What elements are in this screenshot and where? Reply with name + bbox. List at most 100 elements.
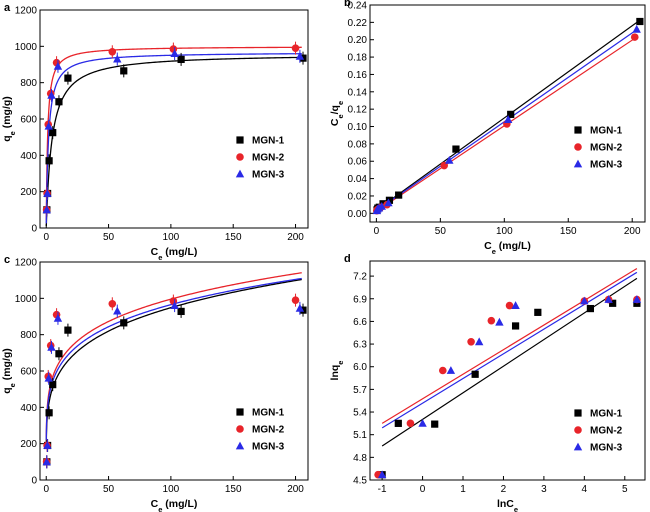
data-point-mgn-1 [534, 308, 542, 316]
y-tick-label: 1000 [15, 294, 38, 305]
data-point-mgn-3 [47, 90, 56, 99]
data-point-mgn-3 [44, 373, 53, 382]
x-tick-label: 150 [225, 232, 242, 243]
x-tick-label: 100 [163, 232, 180, 243]
legend-marker [573, 442, 583, 451]
legend: MGN-1 MGN-2 MGN-3 [573, 409, 623, 454]
y-tick-label: 0.16 [348, 70, 368, 81]
legend-marker [235, 169, 245, 178]
data-point-mgn-3 [43, 441, 52, 449]
data-point-mgn-3 [418, 418, 427, 427]
y-tick-label: 0.10 [348, 122, 368, 133]
data-point-mgn-1 [177, 55, 185, 64]
y-tick-label: 0.24 [348, 1, 368, 12]
data-point-mgn-2 [291, 44, 300, 52]
legend: MGN-1 MGN-2 MGN-3 [235, 408, 285, 453]
fit-line-mgn-1 [381, 277, 638, 447]
x-tick-label: 200 [287, 232, 304, 243]
data-point-mgn-1 [55, 350, 63, 358]
y-tick-label: 0.18 [348, 53, 368, 64]
data-point-mgn-3 [511, 301, 520, 309]
y-axis-label: qe (mg/g) [1, 96, 17, 142]
legend: MGN-1 MGN-2 MGN-3 [235, 136, 285, 181]
data-point-mgn-3 [44, 121, 53, 130]
x-axis-label: lnCe [497, 498, 518, 512]
data-point-mgn-3 [474, 337, 484, 346]
y-tick-label: 0.14 [348, 87, 368, 98]
y-tick-label: 0.04 [348, 174, 368, 185]
data-point-mgn-3 [53, 313, 63, 322]
plot-frame [369, 4, 646, 223]
data-point-mgn-2 [505, 301, 514, 310]
y-tick-label: 1200 [15, 6, 38, 17]
data-point-mgn-3 [445, 155, 454, 164]
legend-marker [236, 153, 244, 161]
x-tick-label: 50 [103, 232, 115, 243]
legend: MGN-1 MGN-2 MGN-3 [573, 126, 623, 171]
data-point-mgn-1 [64, 326, 72, 334]
data-point-mgn-3 [47, 342, 56, 351]
data-point-mgn-1 [452, 145, 460, 153]
panel-d: -1 0 1 2 3 4 5 4.5 4.8 5.1 5.4 5.7 6.0 6.3 6.6 6.9 7.2 ln… [329, 253, 646, 512]
x-tick-label: 50 [435, 226, 447, 237]
y-tick-label: 200 [20, 187, 37, 198]
legend-label: MGN-2 [590, 426, 623, 437]
y-tick-label: 4.5 [353, 476, 367, 487]
legend-marker [573, 159, 583, 168]
y-tick-label: 0.00 [348, 209, 368, 220]
y-axis-label: qe (mg/g) [1, 348, 17, 394]
x-tick-label: 0 [374, 226, 380, 237]
y-tick-label: 0 [31, 224, 37, 235]
data-point-mgn-1 [636, 17, 644, 26]
panel-letter: b [344, 0, 351, 9]
data-point-mgn-3 [632, 295, 642, 303]
data-point-mgn-1 [394, 419, 402, 427]
x-tick-label: 100 [496, 226, 513, 237]
x-axis-label: Ce (mg/L) [151, 498, 198, 512]
data-point-mgn-2 [108, 47, 117, 56]
y-tick-label: 0.02 [348, 191, 368, 202]
y-tick-label: 4.8 [353, 453, 367, 464]
data-point-mgn-3 [113, 54, 122, 63]
y-tick-label: 0.08 [348, 139, 368, 150]
y-tick-label: 800 [20, 78, 37, 89]
x-axis-label: Ce (mg/L) [151, 246, 198, 262]
data-point-mgn-3 [377, 470, 387, 479]
data-point-mgn-2 [467, 338, 475, 346]
panel-c: 0 50 100 150 200 0 200 400 600 800 1000 1200 Ce (mg/… [1, 254, 309, 512]
legend-marker [236, 408, 244, 416]
y-tick-label: 0.12 [348, 105, 368, 116]
data-point-mgn-1 [609, 299, 617, 307]
x-tick-label: 0 [43, 484, 49, 495]
legend-label: MGN-3 [590, 443, 623, 454]
data-point-mgn-3 [495, 317, 504, 326]
y-tick-label: 0 [31, 476, 37, 487]
y-tick-label: 5.4 [353, 408, 367, 419]
y-tick-label: 5.7 [353, 385, 367, 396]
panel-b: 0 50 100 150 200 0.00 0.02 0.04 0.06 0.08 0.10 0.12… [329, 0, 646, 256]
data-point-mgn-2 [406, 419, 415, 428]
legend-label: MGN-2 [252, 425, 285, 436]
legend-label: MGN-1 [252, 408, 285, 419]
data-point-mgn-3 [384, 198, 393, 207]
data-point-mgn-2 [108, 299, 117, 308]
x-tick-label: 0 [420, 484, 426, 495]
data-point-mgn-1 [395, 191, 403, 199]
y-tick-label: 600 [20, 115, 37, 126]
data-point-mgn-3 [604, 295, 613, 303]
data-point-mgn-3 [42, 205, 51, 214]
x-tick-label: 1 [460, 484, 466, 495]
data-point-mgn-3 [43, 189, 52, 197]
data-point-mgn-3 [53, 61, 63, 70]
panel-letter: d [344, 253, 351, 265]
data-point-mgn-1 [64, 74, 72, 82]
x-tick-label: 100 [163, 484, 180, 495]
data-point-mgn-3 [377, 201, 386, 210]
data-point-mgn-2 [291, 296, 300, 304]
legend-marker [574, 426, 582, 434]
data-point-mgn-3 [170, 301, 179, 309]
y-tick-label: 6.9 [353, 294, 367, 305]
data-point-mgn-1 [471, 370, 479, 378]
data-point-mgn-3 [503, 115, 513, 123]
